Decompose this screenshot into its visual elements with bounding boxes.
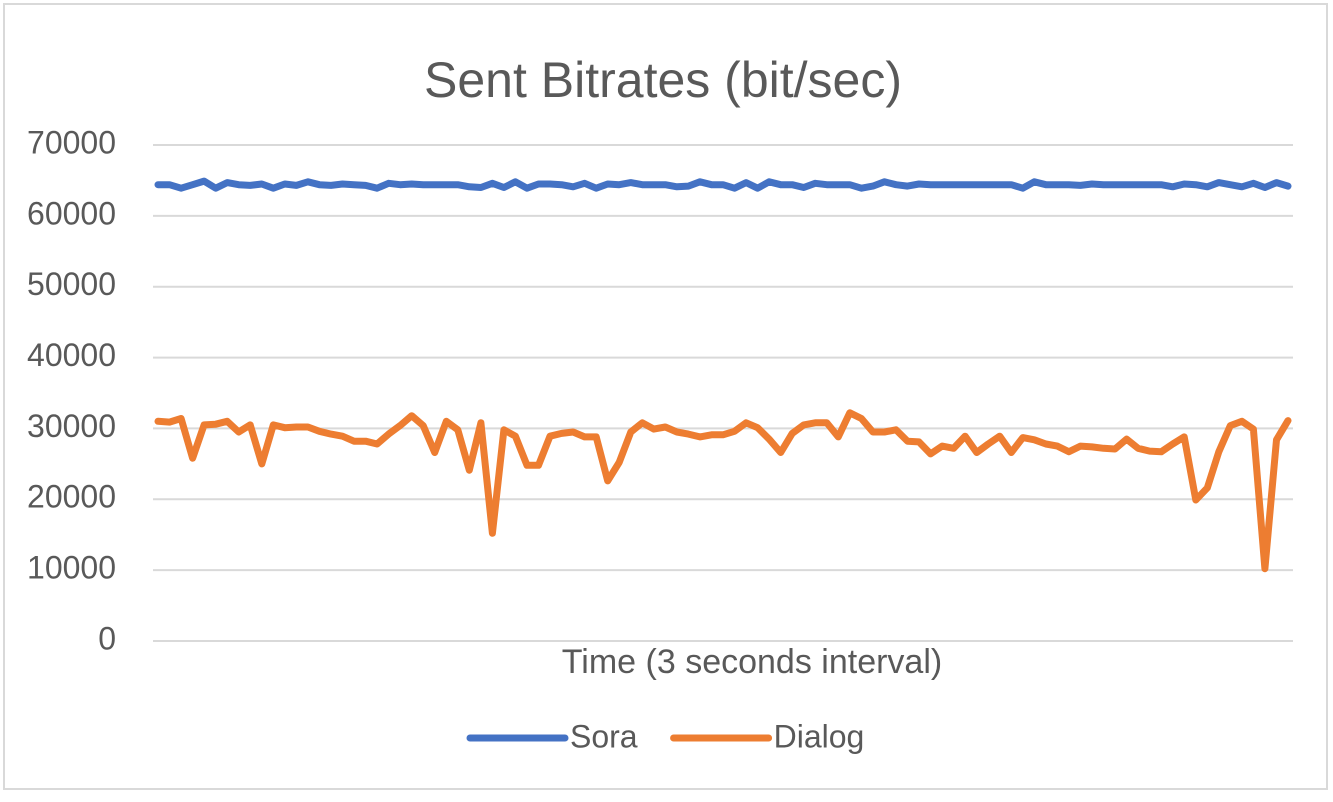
chart-border (3, 3, 1328, 790)
y-tick-label: 0 (98, 620, 116, 656)
x-axis-title: Time (3 seconds interval) (562, 643, 942, 681)
y-tick-label: 20000 (27, 479, 116, 515)
y-tick-label: 60000 (27, 195, 116, 231)
legend-label: Sora (570, 718, 638, 754)
chart-title: Sent Bitrates (bit/sec) (424, 52, 902, 108)
y-tick-label: 70000 (27, 124, 116, 160)
series-line (154, 409, 1292, 573)
legend-label: Dialog (774, 718, 865, 754)
y-tick-label: 10000 (27, 550, 116, 586)
y-tick-label: 50000 (27, 266, 116, 302)
y-tick-label: 40000 (27, 337, 116, 373)
y-tick-label: 30000 (27, 408, 116, 444)
series-line (154, 177, 1292, 192)
